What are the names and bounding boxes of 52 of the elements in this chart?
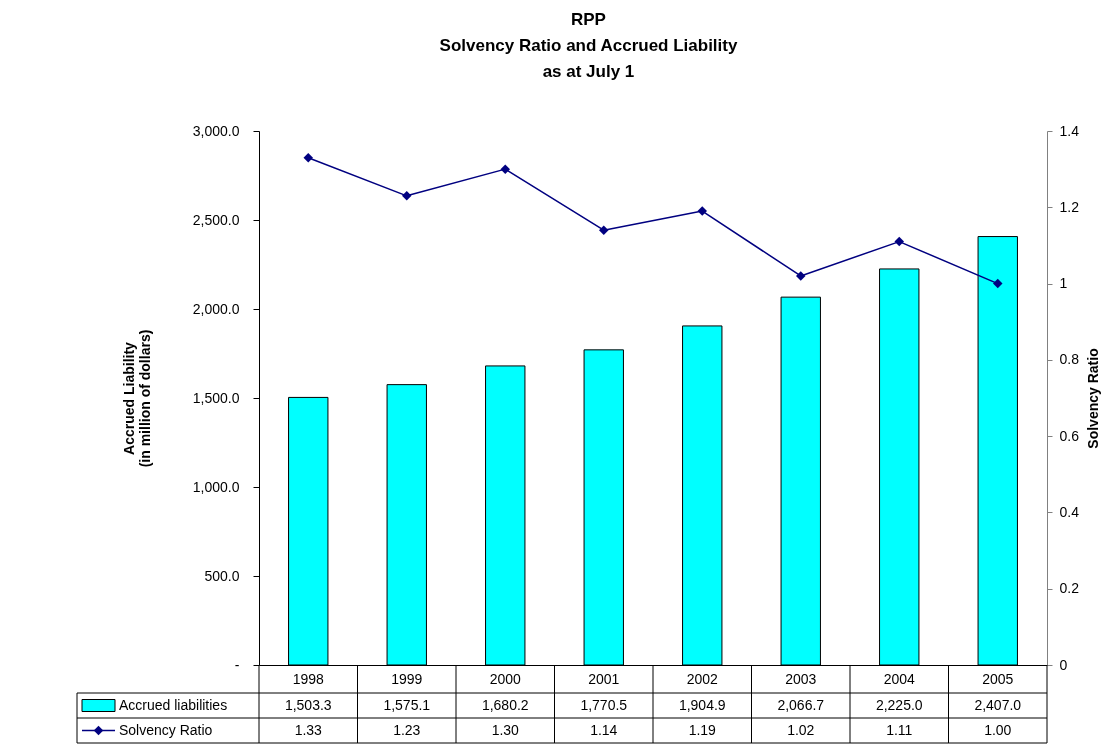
point <box>796 271 806 281</box>
y-tick-label: 3,000.0 <box>192 122 240 139</box>
point <box>894 236 904 247</box>
point <box>500 164 510 174</box>
data-label: 1.11 <box>886 721 913 738</box>
point <box>303 152 313 163</box>
data-label: 1.33 <box>294 721 323 738</box>
x-tick-label: 2000 <box>489 670 522 687</box>
point <box>697 206 707 216</box>
data-label: 1.00 <box>984 721 1012 738</box>
y2-tick-label: 0.4 <box>1059 503 1080 520</box>
y2-tick-label: 0 <box>1059 656 1068 673</box>
legend-label: Solvency Ratio <box>119 721 213 738</box>
data-label: 1,770.5 <box>580 696 628 713</box>
y-tick-label: 1,000.0 <box>192 478 240 495</box>
y2-tick-label: 1 <box>1059 275 1068 292</box>
point <box>993 278 1003 289</box>
x-tick-label: 2002 <box>686 670 719 687</box>
y-tick-label: - <box>234 656 240 673</box>
y2-tick-label: 0.8 <box>1059 351 1080 368</box>
data-label: 2,225.0 <box>875 696 923 713</box>
data-label: 1.30 <box>491 721 520 738</box>
x-tick-label: 1998 <box>292 670 325 687</box>
y2-tick-label: 0.2 <box>1059 580 1080 597</box>
point <box>599 225 609 235</box>
x-tick-label: 2003 <box>785 670 817 687</box>
data-label: 2,407.0 <box>974 696 1022 713</box>
y2-tick-label: 0.6 <box>1059 427 1080 444</box>
data-label: 1.19 <box>688 721 717 738</box>
x-tick-label: 2001 <box>588 670 620 687</box>
x-tick-label: 1999 <box>391 670 423 687</box>
y-tick-label: 2,500.0 <box>192 211 240 228</box>
y-tick-label: 2,000.0 <box>192 300 240 317</box>
legend-label: Accrued liabilities <box>119 696 228 713</box>
chart-title: RPP Solvency Ratio and Accrued Liability as at July 1 <box>439 10 738 81</box>
data-label: 1,503.3 <box>284 696 332 713</box>
x-tick-label: 2005 <box>982 670 1014 687</box>
data-label: 2,066.7 <box>777 696 825 713</box>
y-tick-label: 500.0 <box>204 567 240 584</box>
data-label: 1.02 <box>787 721 815 738</box>
x-tick-label: 2004 <box>883 670 916 687</box>
y-tick-label: 1,500.0 <box>192 389 240 406</box>
y2-tick-label: 1.2 <box>1059 198 1080 215</box>
data-label: 1,680.2 <box>481 696 529 713</box>
point <box>402 191 412 201</box>
data-label: 1,904.9 <box>678 696 726 713</box>
data-label: 1.23 <box>393 721 421 738</box>
y2-axis-title: Solvency Ratio <box>1084 348 1101 449</box>
y-axis-title: Accrued Liability (in million of dollars) <box>120 329 153 468</box>
data-label: 1.14 <box>590 721 618 738</box>
data-label: 1,575.1 <box>383 696 431 713</box>
y2-tick-label: 1.4 <box>1059 122 1080 139</box>
